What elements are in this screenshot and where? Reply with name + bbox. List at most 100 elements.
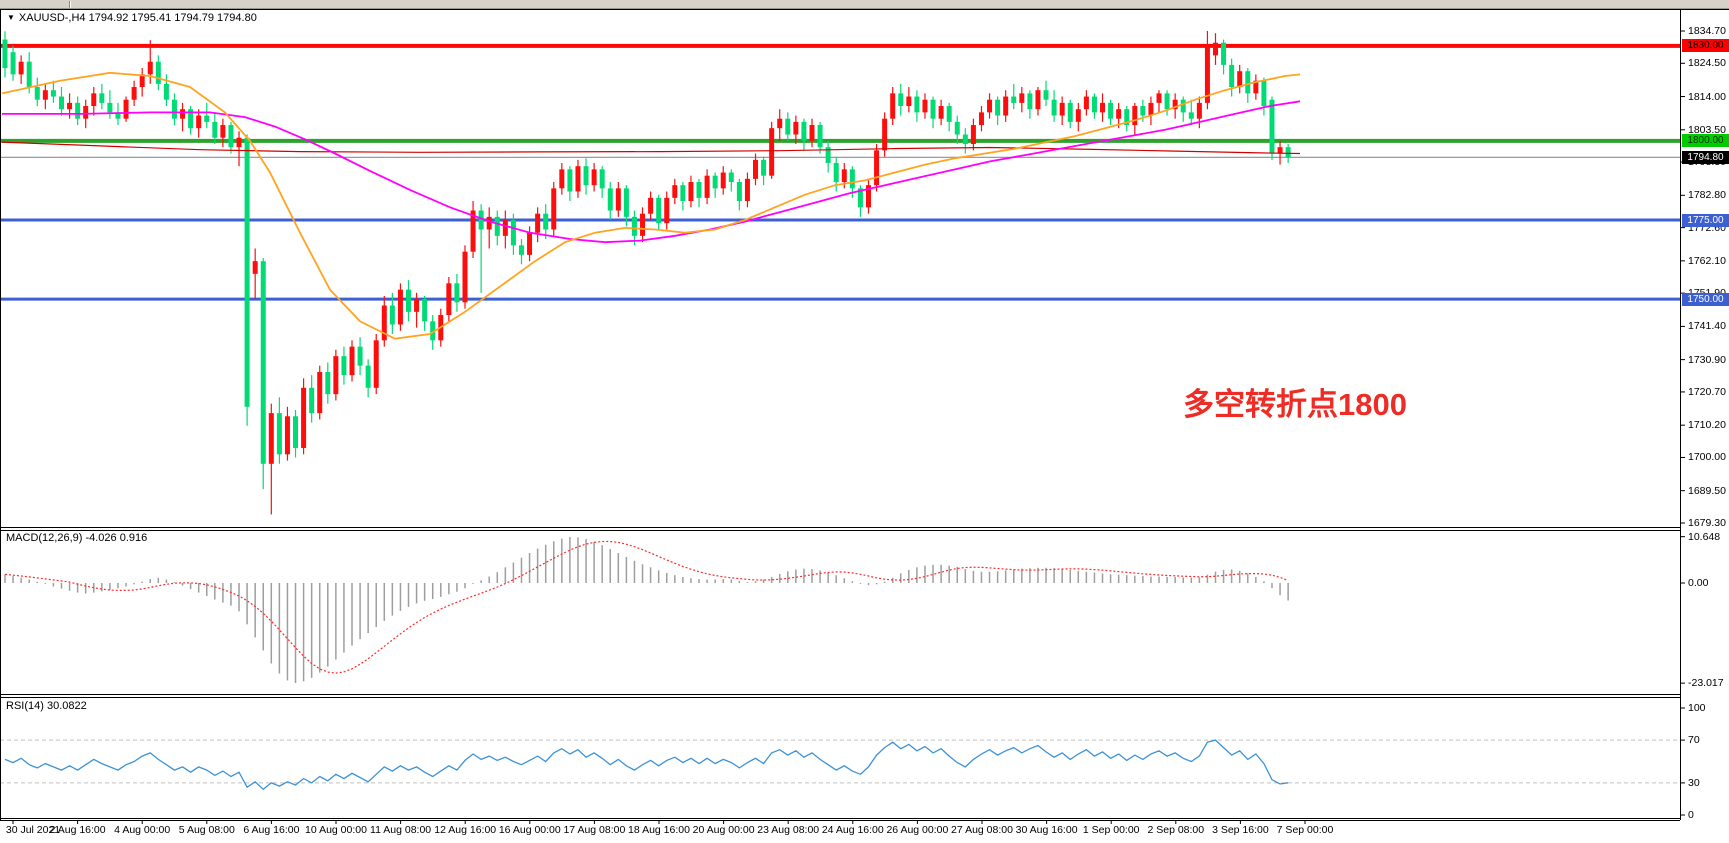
candle-body [551,188,557,230]
candle-body [857,188,863,208]
candle-body [83,106,89,119]
candle-body [906,96,912,107]
candle-body [260,261,266,464]
candle-body [970,125,976,145]
ohlc-text: XAUUSD-,H4 1794.92 1795.41 1794.79 1794.… [18,12,257,24]
candle-body [2,39,8,69]
price-tick-label: 1803.50 [1688,123,1726,136]
candle-body [91,93,97,107]
candle-body [591,169,597,186]
candle-body [1180,99,1186,113]
price-tick-label: 1814.00 [1688,90,1726,103]
candle-body [688,182,694,202]
candle-body [115,112,121,119]
candle-body [406,289,411,312]
candle-body [946,106,952,122]
candle-body [107,102,113,113]
candle-body [785,118,791,135]
candle-body [123,99,129,119]
candle-body [204,115,210,122]
price-tick-label: 1689.50 [1688,484,1726,497]
candle-body [696,182,702,198]
candle-body [712,175,718,189]
price-tick-label: 1782.80 [1688,189,1726,202]
candle-body [276,413,282,455]
candle-body [1075,109,1081,122]
candle-body [422,299,428,322]
candle-body [1172,99,1178,110]
candle-body [147,61,153,75]
price-tick-label: 1834.70 [1688,25,1726,37]
candle-body [874,150,880,186]
candle-body [180,109,186,119]
candle-body [535,213,541,233]
candle-body [18,61,24,75]
candle-body [1059,102,1065,116]
time-tick-label: 30 Jul 2021 [5,824,61,836]
candle-body [236,137,242,148]
macd-tick-label: 0.00 [1688,577,1709,589]
candle-body [753,159,759,179]
candle-body [954,121,960,135]
candle-body [1100,102,1106,113]
candle-body [615,188,621,211]
candle-body [50,90,56,97]
price-tick-label: 1679.30 [1688,516,1726,529]
candle-body [99,93,105,103]
time-tick-label: 27 Aug 08:00 [951,824,1013,836]
candle-body [809,125,815,141]
macd-indicator-label: MACD(12,26,9) -4.026 0.916 [6,532,148,544]
candle-body [914,96,920,113]
macd-tick-label: -23.017 [1688,677,1724,690]
time-tick-label: 10 Aug 00:00 [305,824,367,836]
candle-body [268,413,274,464]
candle-body [736,182,742,202]
candle-body [67,102,73,110]
candle-body [744,178,750,202]
candle-body [623,188,629,217]
candle-body [704,175,710,198]
candle-body [446,283,452,315]
time-tick-label: 23 Aug 08:00 [757,824,820,836]
candle-body [188,109,194,129]
candle-body [1140,106,1146,116]
rsi-panel-layer [0,739,1680,791]
candle-body [309,387,315,414]
candle-body [720,172,726,189]
candle-body [728,172,734,183]
candle-body [502,220,508,236]
candle-body [527,232,533,255]
candle-body [656,197,662,224]
candle-body [1003,96,1009,116]
candle-body [1035,90,1041,110]
candle-body [664,197,670,224]
chevron-down-icon[interactable]: ▼ [7,13,15,22]
candle-body [220,125,226,138]
candle-body [607,188,613,211]
candle-body [42,90,48,100]
time-tick-label: 2 Sep 08:00 [1147,824,1205,836]
candle-body [898,93,904,107]
price-tick-label: 1720.70 [1688,385,1726,398]
ma-slow-line [1,141,1301,155]
price-tick-label: 1824.50 [1688,57,1726,70]
candle-body [325,371,331,395]
candle-body [357,346,363,366]
candle-body [1269,99,1275,154]
rsi-indicator-label: RSI(14) 30.0822 [6,700,87,712]
candle-body [518,245,524,255]
hline-1830-badge: 1830.00 [1682,39,1729,53]
time-tick-label: 2 Aug 16:00 [49,824,106,836]
candle-body [1229,64,1235,88]
rsi-tick-label: 70 [1688,734,1700,747]
price-tick-label: 1762.10 [1688,254,1726,267]
candle-body [640,213,646,236]
candle-body [1108,102,1114,119]
candle-body [414,299,420,312]
candle-body [462,251,468,303]
hline-1800-badge: 1800.00 [1682,134,1729,148]
candle-body [34,87,40,100]
price-tick-label: 1741.40 [1688,320,1726,333]
macd-panel-layer [4,536,1289,684]
